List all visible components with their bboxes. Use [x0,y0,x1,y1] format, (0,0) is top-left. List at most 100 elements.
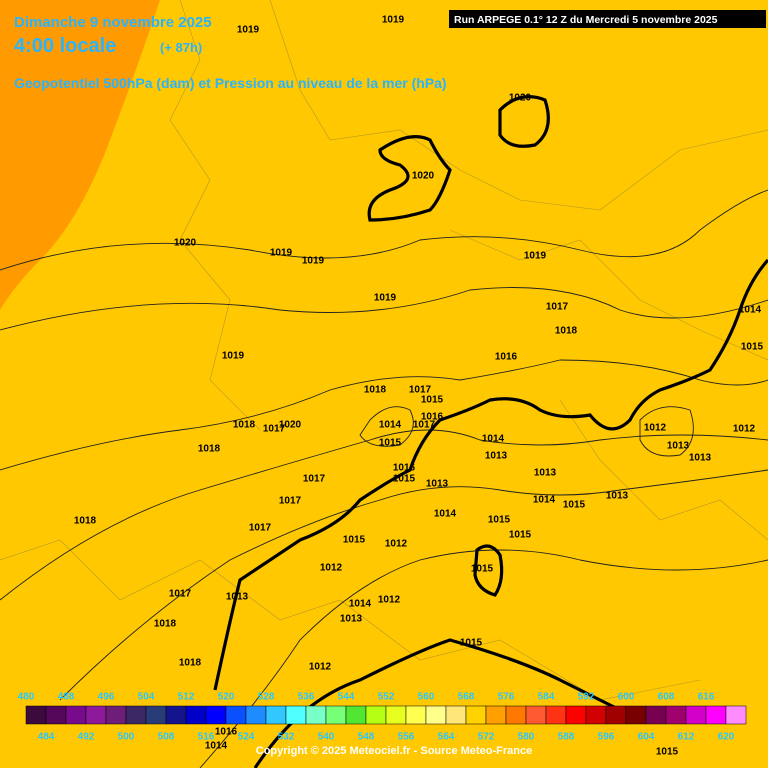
isobar-label: 1020 [174,238,197,249]
isobar-label: 1017 [409,385,432,396]
copyright: Copyright © 2025 Meteociel.fr - Source M… [256,745,532,757]
lead-time: (+ 87h) [160,40,202,55]
isobar-label: 1013 [226,592,249,603]
isobar-label: 1015 [563,500,586,511]
isobar-label: 1015 [509,530,532,541]
scale-swatch [425,705,447,725]
isobar-label: 1014 [434,509,457,520]
isobar-label: 1012 [733,424,756,435]
scale-label: 540 [318,732,335,743]
isobar-label: 1017 [303,474,326,485]
scale-label: 592 [578,692,595,703]
scale-swatch [165,705,187,725]
isobar-label: 1016 [215,727,238,738]
isobar [0,359,768,471]
time: 4:00 locale [14,35,116,57]
isobar-label: 1016 [393,463,416,474]
isobar [59,469,768,701]
scale-label: 504 [138,692,155,703]
isobar-label: 1015 [460,638,483,649]
isobar-label: 1019 [524,251,547,262]
contour-thick [498,95,550,148]
isobar-label: 1018 [74,516,97,527]
isobar-label: 1020 [412,171,435,182]
isobar-label: 1014 [205,741,228,752]
isobar-label: 1017 [279,496,302,507]
scale-label: 508 [158,732,175,743]
scale-swatch [325,705,347,725]
scale-swatch [85,705,107,725]
scale-swatch [345,705,367,725]
contour-thick [253,638,641,768]
border [0,539,701,701]
isobar-label: 1012 [320,563,343,574]
isobar-label: 1017 [249,523,272,534]
isobar [639,406,694,457]
isobar-label: 1015 [471,564,494,575]
isobar-label: 1018 [198,444,221,455]
isobar-label: 1018 [233,420,256,431]
isobar-label: 1015 [393,474,416,485]
isobar-label: 1012 [309,662,332,673]
isobar-label: 1013 [667,441,690,452]
scale-label: 596 [598,732,615,743]
border [169,0,261,431]
isobar-label: 1019 [237,25,260,36]
scale-swatch [245,705,267,725]
scale-swatch [505,705,527,725]
scale-swatch [65,705,87,725]
border [269,0,768,211]
scale-label: 496 [98,692,115,703]
scale-label: 604 [638,732,655,743]
scale-label: 588 [558,732,575,743]
scale-swatch [385,705,407,725]
isobar-label: 1016 [421,412,444,423]
isobars [0,189,768,768]
isobar-label: 1019 [270,248,293,259]
isobar-label: 1012 [385,539,408,550]
scale-swatch [445,705,467,725]
scale-swatch [405,705,427,725]
scale-label: 528 [258,692,275,703]
scale-swatch [485,705,507,725]
scale-label: 544 [338,692,355,703]
isobar-label: 1020 [509,93,532,104]
scale-label: 556 [398,732,415,743]
isobar-label: 1018 [364,385,387,396]
isobar-label: 1015 [656,747,679,758]
scale-label: 568 [458,692,475,703]
isobar-label: 1014 [533,495,556,506]
scale-label: 548 [358,732,375,743]
scale-label: 536 [298,692,315,703]
scale-swatch [665,705,687,725]
isobar-label: 1017 [546,302,569,313]
scale-swatch [645,705,667,725]
date: Dimanche 9 novembre 2025 [14,14,212,31]
scale-swatch [145,705,167,725]
scale-swatch [705,705,727,725]
scale-label: 564 [438,732,455,743]
scale-swatch [465,705,487,725]
scale-swatch [125,705,147,725]
scale-label: 532 [278,732,295,743]
isobar-label: 1014 [349,599,372,610]
scale-swatch [205,705,227,725]
scale-swatch [185,705,207,725]
scale-swatch [545,705,567,725]
scale-swatch [585,705,607,725]
scale-label: 612 [678,732,695,743]
scale-label: 600 [618,692,635,703]
contour-thick [473,544,504,597]
isobar-label: 1014 [379,420,402,431]
isobar-label: 1015 [741,342,764,353]
isobar-label: 1015 [421,395,444,406]
scale-label: 620 [718,732,735,743]
scale-label: 524 [238,732,255,743]
scale-swatch [45,705,67,725]
scale-label: 572 [478,732,495,743]
isobar [359,406,414,447]
isobar-label: 1015 [488,515,511,526]
scale-swatch [305,705,327,725]
isobar-label: 1017 [263,424,286,435]
